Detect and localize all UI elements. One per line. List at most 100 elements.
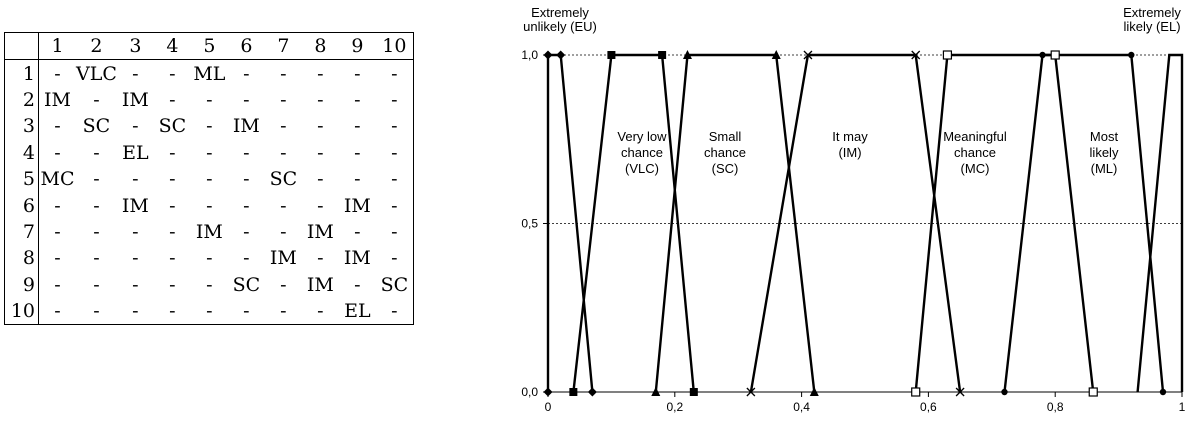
- series-line-sc: [654, 53, 816, 393]
- table-cell: -: [354, 141, 361, 164]
- annotation-line: likely: [1090, 145, 1119, 160]
- table-cell: -: [317, 88, 324, 111]
- marker-mc-1: [942, 50, 953, 60]
- annotation-ml: Most likely (ML): [1090, 129, 1119, 176]
- table-row: 8- - - - - - IM - IM -: [4, 245, 414, 272]
- annotation-line: Meaningful: [943, 129, 1007, 144]
- table-cell: IM: [306, 273, 334, 296]
- marker-vlc-1: [607, 51, 616, 59]
- table-cell: -: [227, 297, 265, 326]
- x-tick-label-5: 1: [1179, 400, 1186, 414]
- annotation-im: It may (IM): [832, 129, 868, 160]
- annotation-line: unlikely (EU): [523, 19, 597, 34]
- table-cell: -: [243, 88, 250, 111]
- table-cell: -: [280, 141, 287, 164]
- table-cell: SC: [269, 168, 298, 191]
- table-row: 5 MC - - - - - SC - - -: [4, 165, 414, 193]
- x-tick-label-3: 0,6: [920, 400, 937, 414]
- annotation-line: chance: [621, 145, 663, 160]
- table-cell: -: [93, 194, 100, 217]
- table-cell: -: [169, 247, 176, 270]
- column-header-4: 4: [153, 32, 191, 61]
- table-cell: -: [132, 220, 139, 243]
- marker-layer: [543, 50, 1167, 397]
- table-cell: -: [391, 141, 398, 164]
- annotation-line: (MC): [961, 161, 990, 176]
- marker-eu-2: [556, 50, 566, 60]
- row-header-3: 3: [4, 113, 39, 140]
- marker-ml-1: [1039, 51, 1046, 59]
- table-cell: -: [206, 194, 213, 217]
- label-layer: Extremely unlikely (EU)Extremely likely (E…: [523, 5, 1181, 176]
- table-cell: MC: [40, 168, 75, 191]
- table-cell: -: [38, 297, 76, 326]
- table-cell: -: [132, 168, 139, 191]
- marker-ml-2: [1128, 51, 1135, 59]
- table-cell: -: [243, 62, 250, 85]
- table-cell: -: [280, 194, 287, 217]
- table-body: 1- VLC - - ML - - - - -2 IM - IM - - - - - - -3- SC - SC - IM - - -…: [4, 59, 414, 326]
- table-cell: -: [317, 141, 324, 164]
- table-cell: -: [280, 220, 287, 243]
- marker-im-2: [911, 50, 921, 60]
- table-cell: IM: [195, 220, 223, 243]
- table-cell: -: [169, 168, 176, 191]
- annotation-line: chance: [704, 145, 746, 160]
- x-tick-label-2: 0,4: [793, 400, 810, 414]
- table-cell: -: [54, 273, 61, 296]
- table-cell: IM: [269, 247, 297, 270]
- row-header-7: 7: [4, 218, 39, 246]
- table-cell: -: [317, 247, 324, 270]
- series-line-mc: [914, 53, 1095, 393]
- annotation-line: Extremely: [531, 5, 589, 20]
- series-line-ml: [1003, 53, 1165, 393]
- row-header-8: 8: [4, 245, 39, 272]
- table-cell: -: [354, 273, 361, 296]
- series-line-im: [749, 53, 962, 393]
- marker-eu-3: [587, 387, 597, 397]
- table-cell: -: [317, 115, 324, 138]
- table-row: 6- - IM - - - - - IM -: [4, 192, 414, 219]
- annotation-line: Small: [709, 129, 742, 144]
- column-header-8: 8: [301, 32, 339, 61]
- table-cell: -: [93, 273, 100, 296]
- marker-im-3-b: [955, 387, 965, 397]
- marker-vlc-3: [689, 388, 698, 396]
- membership-function-chart: 0 0,2 0,4 0,6 0,8 10,00,51,0 Extremely unlikel…: [521, 5, 1186, 414]
- table-cell: -: [54, 62, 61, 85]
- marker-im-0: [746, 387, 756, 397]
- column-header-5: 5: [190, 32, 228, 61]
- annotation-line: (VLC): [625, 161, 659, 176]
- table-cell: -: [391, 168, 398, 191]
- table-cell: -: [169, 273, 176, 296]
- annotation-line: likely (EL): [1123, 19, 1180, 34]
- table-cell: -: [76, 297, 117, 326]
- annotation-eu: Extremely unlikely (EU): [523, 5, 597, 34]
- row-header-5: 5: [4, 165, 39, 193]
- annotation-line: (IM): [838, 145, 861, 160]
- table-cell: -: [206, 141, 213, 164]
- table-cell: SC: [232, 273, 261, 296]
- table-cell: -: [280, 115, 287, 138]
- table-cell: -: [169, 88, 176, 111]
- table-cell: -: [375, 297, 414, 326]
- x-tick-label-0: 0: [545, 400, 552, 414]
- y-tick-label-2: 1,0: [521, 48, 538, 62]
- table-cell: -: [317, 62, 324, 85]
- table-cell: -: [206, 273, 213, 296]
- column-header-9: 9: [338, 32, 376, 61]
- annotation-line: chance: [954, 145, 996, 160]
- table-header-row: 1 2 3 4 5 6 7 8 9 10: [4, 32, 414, 61]
- row-header-9: 9: [4, 271, 39, 298]
- table-cell: -: [54, 247, 61, 270]
- row-header-10: 10: [4, 297, 39, 326]
- table-row: 9- - - - - SC - IM - SC: [4, 271, 414, 298]
- x-tick-label-4: 0,8: [1047, 400, 1064, 414]
- table-cell: EL: [338, 297, 376, 326]
- marker-eu-0: [543, 387, 553, 397]
- annotation-line: Extremely: [1123, 5, 1181, 20]
- table-cell: -: [280, 62, 287, 85]
- column-header-1: 1: [38, 32, 76, 61]
- table-cell: -: [264, 297, 302, 326]
- marker-sc-3: [809, 387, 819, 396]
